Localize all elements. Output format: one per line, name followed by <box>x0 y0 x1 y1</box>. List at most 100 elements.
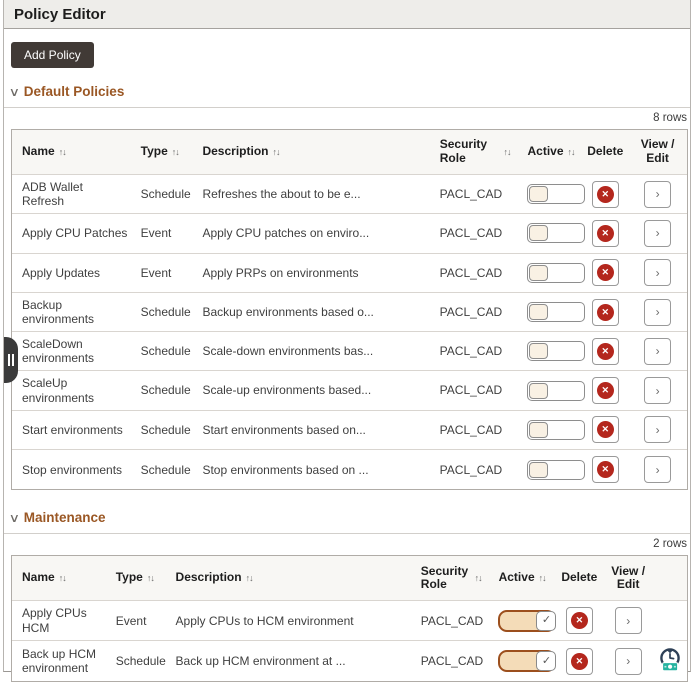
delete-button[interactable]: ✕ <box>591 377 619 405</box>
toggle-knob <box>529 343 549 360</box>
type-cell: Event <box>115 613 147 628</box>
view-edit-button[interactable]: › <box>644 377 672 405</box>
sort-icon[interactable]: ↑↓ <box>538 573 547 584</box>
divider <box>4 107 690 108</box>
name-cell: Apply Updates <box>22 265 101 280</box>
column-header-name[interactable]: Name ↑↓ <box>12 130 134 174</box>
view-edit-cell: › <box>628 180 687 208</box>
table-header-row: Name ↑↓ Type ↑↓ Description ↑↓ Security Role ↑↓… <box>12 130 687 175</box>
security-role-cell: PACL_CAD <box>439 226 503 241</box>
active-toggle[interactable] <box>527 419 586 440</box>
delete-button[interactable]: ✕ <box>591 259 619 287</box>
description-cell: Apply PRPs on environments <box>202 265 359 280</box>
active-toggle[interactable] <box>527 302 586 323</box>
delete-cell: ✕ <box>582 416 628 444</box>
delete-button[interactable]: ✕ <box>591 416 619 444</box>
delete-button[interactable]: ✕ <box>565 607 593 635</box>
sort-icon[interactable]: ↑↓ <box>474 573 483 584</box>
page-title: Policy Editor <box>14 5 106 23</box>
sort-icon[interactable]: ↑↓ <box>503 146 512 157</box>
delete-button[interactable]: ✕ <box>591 219 619 247</box>
active-toggle[interactable] <box>527 380 586 401</box>
column-header-active[interactable]: Active ↑↓ <box>492 556 556 600</box>
sort-icon[interactable]: ↑↓ <box>146 573 155 584</box>
description-cell: Apply CPU patches on enviro... <box>202 226 370 241</box>
sort-icon[interactable]: ↑↓ <box>245 573 254 584</box>
view-edit-button[interactable]: › <box>644 259 672 287</box>
description-cell: Start environments based on... <box>202 422 366 437</box>
default-policies-table: Name ↑↓ Type ↑↓ Description ↑↓ Security Role ↑↓… <box>11 129 688 491</box>
sort-icon[interactable]: ↑↓ <box>567 146 576 157</box>
active-toggle[interactable]: ✓ <box>498 650 557 673</box>
active-toggle[interactable] <box>527 223 586 244</box>
schedule-clock-money-icon[interactable] <box>656 646 684 677</box>
column-label: View / Edit <box>640 137 675 165</box>
column-label: Description <box>175 570 242 585</box>
view-edit-button[interactable]: › <box>644 337 672 365</box>
delete-button[interactable]: ✕ <box>591 456 619 484</box>
name-cell: Start environments <box>22 422 123 437</box>
column-header-type[interactable]: Type ↑↓ <box>134 130 196 174</box>
column-header-view-edit: View / Edit <box>628 130 687 174</box>
section-header-default-policies[interactable]: ∨ Default Policies <box>9 83 690 100</box>
column-header-security-role[interactable]: Security Role ↑↓ <box>433 130 521 174</box>
security-role-cell: PACL_CAD <box>439 344 503 359</box>
type-cell: Event <box>140 226 172 241</box>
delete-cell: ✕ <box>582 259 628 287</box>
description-cell: Stop environments based on ... <box>202 462 369 477</box>
delete-button[interactable]: ✕ <box>591 180 619 208</box>
chevron-right-icon: › <box>655 265 660 280</box>
delete-button[interactable]: ✕ <box>591 337 619 365</box>
column-header-description[interactable]: Description ↑↓ <box>169 556 414 600</box>
column-header-type[interactable]: Type ↑↓ <box>109 556 169 600</box>
delete-x-icon: ✕ <box>596 185 614 203</box>
column-header-name[interactable]: Name ↑↓ <box>12 556 109 600</box>
view-edit-cell: › <box>603 607 653 635</box>
delete-x-icon: ✕ <box>596 264 614 282</box>
type-cell: Schedule <box>115 654 166 669</box>
type-cell: Schedule <box>140 383 191 398</box>
chevron-right-icon: › <box>655 226 660 241</box>
active-toggle[interactable]: ✓ <box>498 609 557 632</box>
view-edit-button[interactable]: › <box>644 219 672 247</box>
active-toggle[interactable] <box>527 459 586 480</box>
side-panel-drag-handle[interactable] <box>4 337 18 383</box>
table-row: ADB Wallet Refresh Schedule Refreshes the … <box>12 175 687 215</box>
active-toggle[interactable] <box>527 262 586 283</box>
sort-icon[interactable]: ↑↓ <box>171 146 180 157</box>
active-toggle[interactable] <box>527 184 586 205</box>
table-row: ScaleDown environments Schedule Scale-down… <box>12 332 687 372</box>
view-edit-button[interactable]: › <box>614 607 642 635</box>
delete-button[interactable]: ✕ <box>591 298 619 326</box>
sort-icon[interactable]: ↑↓ <box>58 146 67 157</box>
sort-icon[interactable]: ↑↓ <box>272 146 280 157</box>
table-row: Backup environments Schedule Backup enviro… <box>12 293 687 333</box>
name-cell: ScaleDown environments <box>22 336 95 366</box>
name-cell: Stop environments <box>22 462 123 477</box>
delete-x-icon: ✕ <box>596 224 614 242</box>
name-cell: Apply CPU Patches <box>22 226 128 241</box>
sort-icon[interactable]: ↑↓ <box>58 573 67 584</box>
view-edit-button[interactable]: › <box>644 298 672 326</box>
section-maintenance: ∨ Maintenance 2 rows Name ↑↓ Type ↑↓ Descrip… <box>4 509 690 682</box>
description-cell: Scale-up environments based... <box>202 383 372 398</box>
column-header-delete: Delete <box>582 130 628 174</box>
view-edit-button[interactable]: › <box>644 416 672 444</box>
column-header-active[interactable]: Active ↑↓ <box>521 130 583 174</box>
security-role-cell: PACL_CAD <box>439 265 503 280</box>
view-edit-button[interactable]: › <box>644 180 672 208</box>
view-edit-button[interactable]: › <box>614 647 642 675</box>
column-header-security-role[interactable]: Security Role ↑↓ <box>414 556 492 600</box>
column-header-description[interactable]: Description ↑↓ <box>195 130 432 174</box>
view-edit-cell: › <box>628 219 687 247</box>
active-toggle[interactable] <box>527 341 586 362</box>
view-edit-cell: › <box>628 298 687 326</box>
section-header-maintenance[interactable]: ∨ Maintenance <box>9 509 690 526</box>
view-edit-button[interactable]: › <box>644 456 672 484</box>
chevron-right-icon: › <box>655 422 660 437</box>
type-cell: Schedule <box>140 186 191 201</box>
add-policy-button[interactable]: Add Policy <box>11 42 94 68</box>
security-role-cell: PACL_CAD <box>420 613 484 628</box>
delete-button[interactable]: ✕ <box>565 647 593 675</box>
table-row: Apply Updates Event Apply PRPs on environm… <box>12 254 687 293</box>
